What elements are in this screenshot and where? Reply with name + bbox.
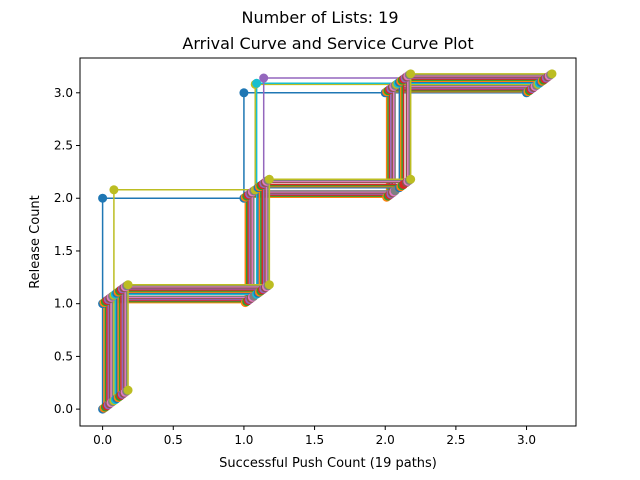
axes-frame (79, 57, 577, 427)
x-tick-label: 3.0 (517, 433, 536, 447)
x-tick-label: 0.0 (93, 433, 112, 447)
series-15-point-5 (259, 73, 269, 83)
series-19-point-3 (264, 280, 274, 290)
series-19-point-4 (264, 174, 274, 184)
series-19-point-1 (123, 385, 133, 395)
x-tick-label: 1.0 (234, 433, 253, 447)
series-10-point-4 (252, 78, 262, 88)
series-19-point-6 (406, 69, 416, 79)
y-tick-label: 2.5 (54, 139, 73, 153)
x-tick-label: 2.5 (446, 433, 465, 447)
x-tick-label: 1.5 (305, 433, 324, 447)
x-axis-label: Successful Push Count (19 paths) (219, 456, 437, 471)
plot-area (98, 69, 557, 414)
series-19-point-7 (547, 69, 557, 79)
x-tick-label: 2.0 (376, 433, 395, 447)
y-axis-label: Release Count (28, 195, 43, 289)
y-tick-label: 3.0 (54, 86, 73, 100)
y-tick-label: 0.5 (54, 349, 73, 363)
x-tick-label: 0.5 (164, 433, 183, 447)
chart-suptitle: Number of Lists: 19 (241, 8, 398, 27)
y-tick-label: 2.0 (54, 191, 73, 205)
y-tick-label: 1.5 (54, 244, 73, 258)
y-tick-label: 0.0 (54, 402, 73, 416)
chart-title: Arrival Curve and Service Curve Plot (182, 34, 473, 53)
y-tick-label: 1.0 (54, 297, 73, 311)
series-19-point-2 (123, 280, 133, 290)
series-19-point-5 (406, 174, 416, 184)
series-9-point-3 (109, 185, 119, 195)
axis-ticks: 0.0 0.5 1.0 1.5 2.0 2.5 3.0 0.0 0.5 1.0 1.5 2.0 2.5 3… (54, 86, 536, 447)
series-1-point-5 (239, 88, 249, 98)
series-1-point-3 (98, 193, 108, 203)
